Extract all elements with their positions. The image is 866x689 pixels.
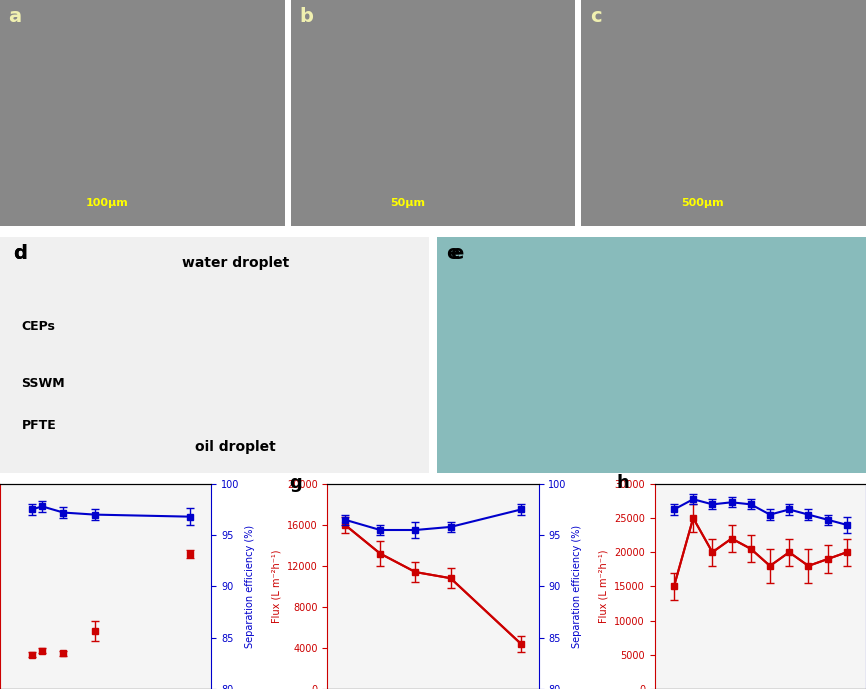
Text: CEPs: CEPs <box>22 320 55 333</box>
Text: 500μm: 500μm <box>681 198 723 207</box>
Text: SSWM: SSWM <box>22 377 65 389</box>
Text: e: e <box>450 244 463 263</box>
Text: d: d <box>13 244 27 263</box>
Text: oil droplet: oil droplet <box>196 440 276 454</box>
Y-axis label: Separation efficiency (%): Separation efficiency (%) <box>572 525 582 648</box>
Text: water droplet: water droplet <box>182 256 289 269</box>
Text: 50μm: 50μm <box>391 198 425 207</box>
Text: b: b <box>299 7 313 25</box>
Text: a: a <box>9 7 22 25</box>
Text: PFTE: PFTE <box>22 419 56 432</box>
Y-axis label: Separation efficiency (%): Separation efficiency (%) <box>245 525 255 648</box>
Text: h: h <box>617 473 630 491</box>
Text: e: e <box>446 244 459 263</box>
Text: d: d <box>13 244 27 263</box>
Y-axis label: Flux (L m⁻²h⁻¹): Flux (L m⁻²h⁻¹) <box>598 550 609 623</box>
Text: g: g <box>289 473 302 491</box>
Text: 100μm: 100μm <box>86 198 128 207</box>
Y-axis label: Flux (L m⁻²h⁻¹): Flux (L m⁻²h⁻¹) <box>271 550 281 623</box>
Text: c: c <box>590 7 601 25</box>
